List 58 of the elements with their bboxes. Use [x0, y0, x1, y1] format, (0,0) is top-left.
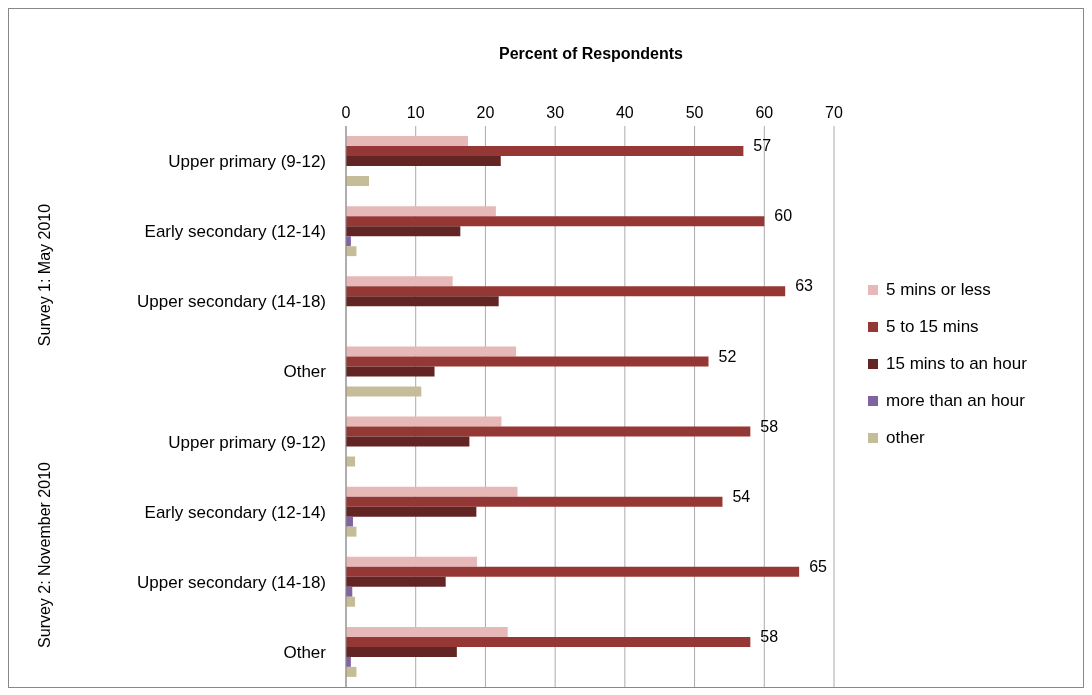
x-tick-label: 40	[615, 104, 634, 121]
bar	[346, 146, 744, 156]
bar	[346, 426, 751, 437]
text: Survey 2: November 2010	[36, 461, 54, 650]
bar	[346, 156, 501, 166]
bar	[346, 136, 468, 146]
y-tick-label: Other	[283, 642, 327, 662]
y-tick-label: Early secondary (12-14)	[144, 222, 326, 242]
y-tick-label: Upper secondary (14-18)	[137, 292, 326, 312]
x-tick-label: 20	[476, 104, 495, 121]
data-label: 52	[718, 347, 737, 365]
x-tick-label: 70	[825, 104, 843, 121]
y-tick-label: Early secondary (12-14)	[144, 502, 326, 522]
bar	[346, 356, 709, 367]
text: Survey 1: May 2010	[36, 202, 54, 349]
bar	[346, 276, 453, 287]
legend-label: 5 to 15 mins	[886, 316, 979, 337]
bar	[346, 386, 422, 397]
bar	[346, 366, 435, 377]
bar	[346, 496, 723, 507]
data-label: 58	[760, 417, 779, 435]
x-tick-label: 60	[755, 104, 774, 121]
bar	[346, 636, 751, 647]
bar	[346, 226, 461, 237]
bar	[346, 556, 478, 567]
bar	[346, 646, 457, 657]
bar	[346, 346, 517, 357]
bar	[346, 486, 518, 497]
bar	[346, 626, 508, 637]
y-tick-label: Upper secondary (14-18)	[137, 572, 326, 592]
x-tick-label: 0	[341, 104, 351, 121]
bar	[346, 296, 499, 307]
legend-label: 5 mins or less	[886, 279, 991, 300]
y-tick-label: Upper primary (9-12)	[168, 152, 326, 172]
bar	[346, 436, 470, 447]
bar	[346, 176, 370, 186]
bar	[346, 216, 765, 227]
x-axis-title: Percent of Respondents	[498, 45, 684, 63]
x-tick-label: 10	[406, 104, 425, 121]
bar	[346, 206, 496, 217]
data-label: 54	[732, 487, 751, 505]
data-label: 65	[809, 557, 828, 575]
data-label: 58	[760, 628, 779, 646]
y-tick-label: Other	[283, 362, 327, 382]
bar	[346, 566, 800, 577]
y-tick-label: Upper primary (9-12)	[168, 432, 326, 452]
bar	[346, 576, 446, 587]
bar	[346, 506, 477, 517]
x-tick-label: 50	[685, 104, 704, 121]
data-label: 57	[753, 137, 772, 155]
data-label: 63	[795, 277, 814, 295]
x-tick-label: 30	[546, 104, 565, 121]
legend-label: 15 mins to an hour	[886, 353, 1027, 374]
bar	[346, 416, 502, 427]
legend-label: other	[886, 427, 925, 448]
bar	[346, 286, 786, 297]
legend-label: more than an hour	[886, 390, 1025, 411]
data-label: 60	[774, 207, 793, 225]
